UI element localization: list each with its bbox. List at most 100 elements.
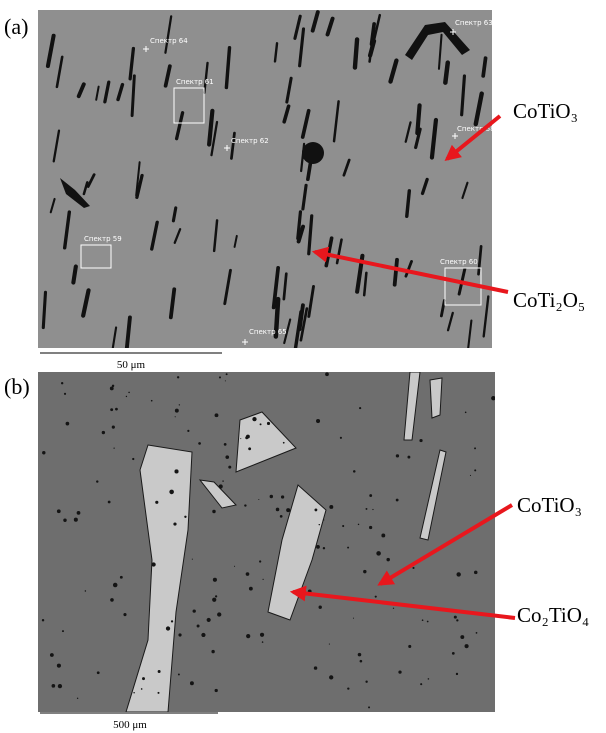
- texture: [470, 475, 471, 476]
- texture: [419, 439, 422, 442]
- annotation: CoTi₂O₅: [513, 288, 585, 312]
- texture: [396, 454, 399, 457]
- texture: [42, 451, 45, 454]
- texture: [420, 683, 422, 685]
- texture: [407, 456, 410, 459]
- texture: [66, 422, 70, 426]
- texture: [108, 501, 111, 504]
- texture: [281, 495, 284, 498]
- texture: [252, 417, 256, 421]
- texture: [270, 495, 273, 498]
- texture: [63, 519, 66, 522]
- texture: [244, 504, 246, 506]
- texture: [381, 534, 385, 538]
- texture: [375, 596, 377, 598]
- texture: [197, 625, 200, 628]
- texture: [97, 671, 100, 674]
- texture: [219, 484, 223, 488]
- texture: [112, 426, 115, 429]
- micrograph-a: [38, 10, 492, 348]
- texture: [211, 650, 214, 653]
- texture: [155, 501, 158, 504]
- texture: [329, 675, 333, 679]
- texture: [201, 633, 205, 637]
- texture: [57, 509, 61, 513]
- spot-label: Спектр 64: [150, 37, 188, 45]
- texture: [126, 396, 127, 397]
- annotation: Co₂TiO₄: [517, 603, 589, 627]
- texture: [198, 442, 201, 445]
- texture: [62, 630, 64, 632]
- texture: [187, 430, 189, 432]
- texture: [386, 558, 389, 561]
- texture: [456, 619, 458, 621]
- texture: [376, 551, 381, 556]
- texture: [422, 619, 424, 621]
- annotation: CoTiO₃: [517, 493, 582, 517]
- texture: [342, 525, 344, 527]
- texture: [110, 408, 113, 411]
- texture: [212, 598, 216, 602]
- texture: [85, 590, 86, 591]
- texture: [283, 442, 285, 444]
- pore: [302, 142, 324, 164]
- texture: [314, 666, 317, 669]
- texture: [316, 419, 320, 423]
- texture: [226, 373, 228, 375]
- texture: [474, 469, 476, 471]
- scale-bar-label: 50 μm: [117, 359, 146, 371]
- texture: [353, 470, 356, 473]
- texture: [465, 412, 467, 414]
- texture: [353, 618, 354, 619]
- texture: [355, 39, 357, 67]
- spot-label: Спектр 59: [84, 235, 122, 243]
- texture: [120, 576, 123, 579]
- texture: [141, 688, 143, 690]
- texture: [396, 499, 399, 502]
- texture: [308, 164, 311, 180]
- texture: [474, 571, 478, 575]
- texture: [174, 469, 178, 473]
- texture: [366, 508, 368, 510]
- texture: [96, 480, 98, 482]
- texture: [50, 653, 54, 657]
- texture: [393, 608, 394, 609]
- texture: [347, 687, 349, 689]
- texture: [177, 376, 179, 378]
- spot-label: Спектр 60: [440, 258, 478, 266]
- texture: [460, 635, 464, 639]
- spot-label: Спектр 62: [231, 137, 269, 145]
- texture: [359, 407, 361, 409]
- texture: [369, 494, 372, 497]
- texture: [179, 404, 180, 405]
- texture: [74, 518, 78, 522]
- texture: [151, 400, 153, 402]
- texture: [323, 547, 325, 549]
- texture: [215, 595, 217, 597]
- texture: [258, 499, 259, 500]
- texture: [248, 447, 251, 450]
- texture: [217, 612, 221, 616]
- texture: [491, 396, 495, 400]
- texture: [249, 587, 253, 591]
- texture: [325, 372, 329, 376]
- texture: [347, 547, 349, 549]
- spot-label: Спектр 61: [176, 78, 214, 86]
- texture: [58, 684, 62, 688]
- texture: [398, 670, 401, 673]
- texture: [178, 674, 180, 676]
- texture: [363, 570, 366, 573]
- texture: [246, 435, 250, 439]
- figure: (a) Спектр 64 Спектр 63 Спектр 61 Спектр…: [0, 0, 606, 733]
- texture: [61, 382, 63, 384]
- texture: [408, 645, 411, 648]
- texture: [219, 376, 221, 378]
- texture: [123, 613, 126, 616]
- texture: [207, 618, 211, 622]
- panel-label: (b): [4, 374, 30, 399]
- texture: [184, 516, 186, 518]
- texture: [64, 393, 66, 395]
- texture: [240, 438, 241, 439]
- panel-label: (a): [4, 14, 28, 39]
- texture: [340, 437, 342, 439]
